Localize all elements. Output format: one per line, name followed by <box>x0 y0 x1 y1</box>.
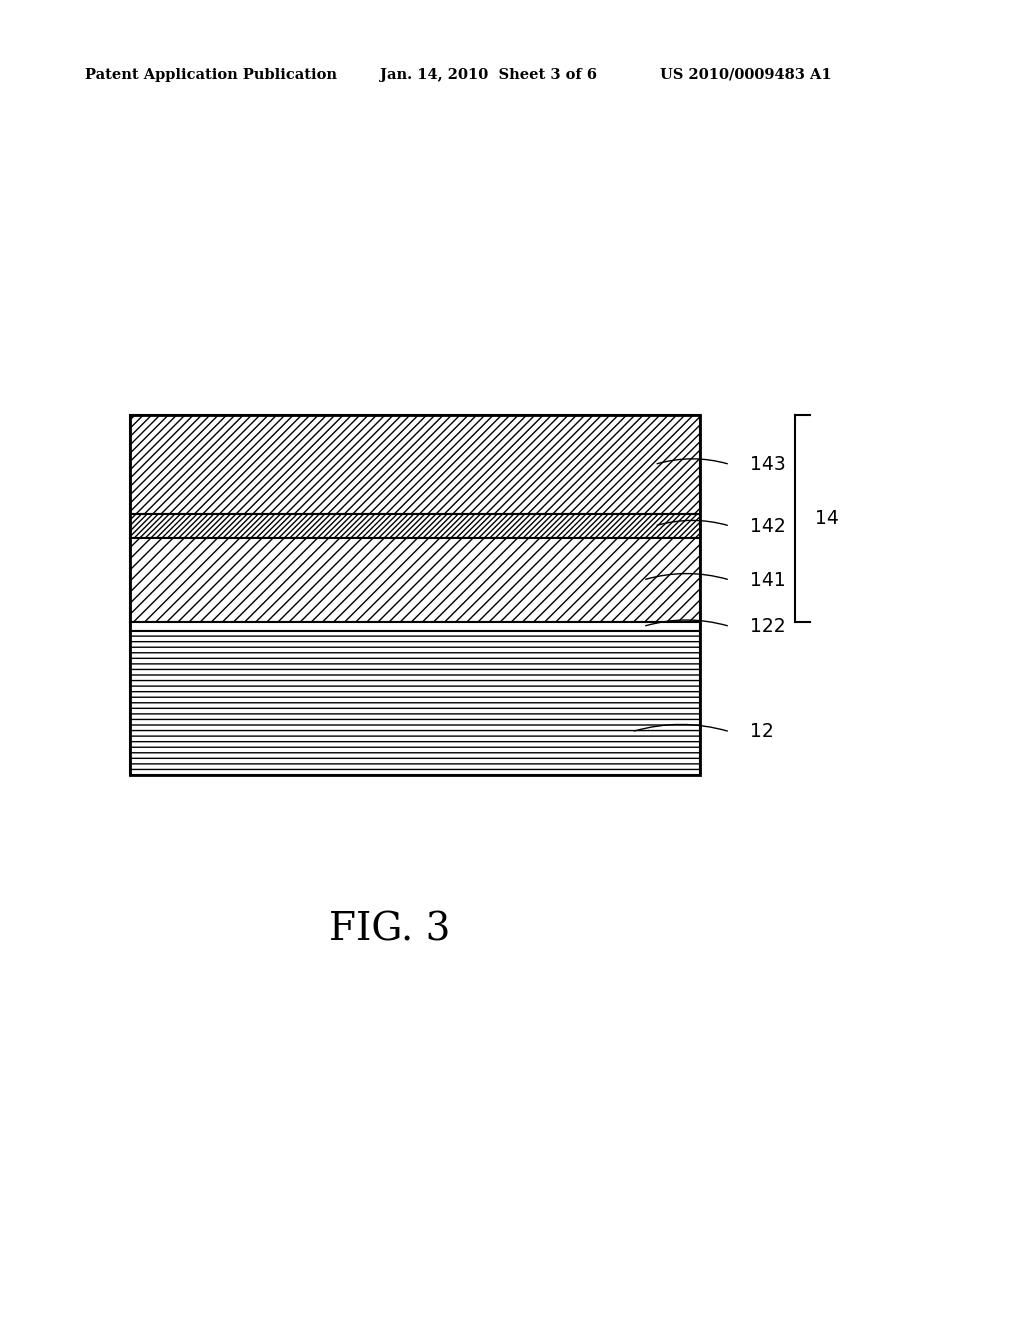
Bar <box>130 631 700 775</box>
Text: 143: 143 <box>750 455 785 474</box>
Text: Patent Application Publication: Patent Application Publication <box>85 69 337 82</box>
Text: 12: 12 <box>750 722 774 742</box>
Bar <box>130 539 700 622</box>
Text: FIG. 3: FIG. 3 <box>330 912 451 949</box>
Text: 141: 141 <box>750 570 785 590</box>
Text: 142: 142 <box>750 516 785 536</box>
Bar <box>130 414 700 775</box>
Bar <box>130 513 700 539</box>
Bar <box>130 622 700 631</box>
Text: US 2010/0009483 A1: US 2010/0009483 A1 <box>660 69 831 82</box>
Text: Jan. 14, 2010  Sheet 3 of 6: Jan. 14, 2010 Sheet 3 of 6 <box>380 69 597 82</box>
Text: 14: 14 <box>815 510 839 528</box>
Text: 122: 122 <box>750 616 785 636</box>
Bar <box>130 414 700 513</box>
